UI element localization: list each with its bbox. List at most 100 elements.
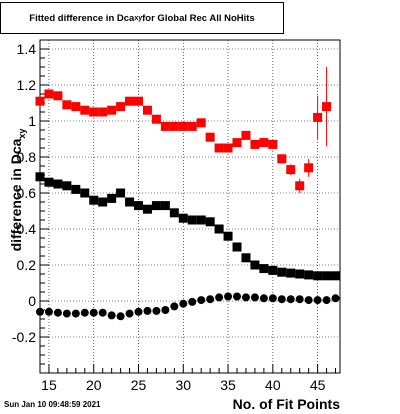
data-point-square [268, 265, 278, 275]
data-point-circle [134, 307, 143, 316]
data-point-circle [152, 306, 161, 315]
data-point-square [232, 242, 242, 252]
x-tick-label: 40 [265, 377, 281, 393]
data-point-square [304, 270, 314, 280]
data-point-square [187, 121, 197, 131]
data-point-circle [161, 306, 170, 314]
data-point-square [187, 215, 197, 225]
data-point-square [125, 197, 135, 207]
x-tick-label: 20 [86, 377, 102, 393]
data-point-circle [322, 296, 331, 305]
data-point-square [295, 269, 305, 279]
data-point-circle [62, 309, 71, 318]
data-point-circle [250, 293, 259, 302]
data-point-square [160, 121, 170, 131]
data-point-square [322, 271, 332, 281]
data-point-circle [125, 309, 134, 318]
data-point-circle [295, 295, 304, 304]
data-point-square [196, 215, 206, 225]
y-tick-label: 1.4 [17, 41, 37, 57]
chart-title-prefix: Fitted difference in Dca [29, 12, 135, 24]
data-point-circle [107, 311, 116, 320]
x-tick-label: 45 [310, 377, 326, 393]
x-tick-label: 15 [41, 377, 57, 393]
data-point-circle [286, 295, 295, 304]
data-point-square [268, 139, 278, 149]
data-point-circle [331, 294, 340, 303]
data-point-square [331, 271, 341, 281]
data-point-circle [215, 293, 224, 302]
timestamp: Sun Jan 10 09:48:59 2021 [4, 400, 101, 409]
data-point-circle [241, 293, 250, 302]
data-point-square [107, 105, 117, 115]
data-point-square [44, 177, 54, 187]
data-point-square [304, 163, 314, 173]
y-tick-label: 0.8 [17, 149, 37, 165]
data-point-circle [259, 294, 268, 303]
data-point-square [178, 213, 188, 223]
data-point-square [116, 188, 126, 198]
data-point-circle [71, 309, 80, 318]
data-point-square [214, 143, 224, 153]
data-point-square [62, 100, 72, 110]
plot-frame [39, 39, 341, 374]
data-point-circle [143, 306, 152, 315]
data-point-square [286, 268, 296, 278]
data-point-square [142, 105, 152, 115]
data-point-square [142, 204, 152, 214]
data-point-square [71, 102, 81, 112]
y-tick-label: -0.2 [12, 329, 36, 345]
y-tick-label: 0 [28, 293, 36, 309]
data-point-square [241, 253, 251, 263]
data-point-square [232, 138, 242, 148]
data-point-square [250, 260, 260, 270]
data-point-circle [98, 308, 107, 317]
data-point-square [169, 208, 179, 218]
data-point-square [134, 201, 144, 211]
data-point-square [89, 107, 99, 117]
data-point-square [295, 181, 305, 191]
data-point-square [89, 195, 99, 205]
data-point-square [53, 179, 63, 189]
data-point-square [80, 188, 90, 198]
x-axis-label: No. of Fit Points [232, 396, 340, 412]
y-axis-label: difference in Dcaxy [8, 128, 27, 252]
y-tick-label: 0.2 [17, 257, 37, 273]
data-point-square [178, 121, 188, 131]
data-point-square [259, 264, 269, 274]
data-point-circle [53, 308, 62, 317]
x-tick-label: 30 [175, 377, 191, 393]
data-point-square [214, 224, 224, 234]
data-point-square [205, 132, 215, 142]
y-tick-label: 0.6 [17, 185, 37, 201]
data-point-square [223, 231, 233, 241]
chart-title-suffix: for Global Rec All NoHits [142, 12, 255, 24]
data-point-square [151, 201, 161, 211]
data-point-circle [179, 299, 188, 308]
data-point-circle [116, 312, 125, 321]
data-point-square [134, 96, 144, 106]
data-point-square [62, 181, 72, 191]
y-tick-label: 0.4 [17, 221, 37, 237]
data-point-circle [80, 308, 89, 317]
data-point-circle [277, 295, 286, 304]
data-point-square [286, 165, 296, 175]
data-point-circle [268, 294, 277, 303]
data-point-square [44, 89, 54, 99]
data-point-square [313, 271, 323, 281]
data-point-circle [170, 302, 179, 311]
data-point-circle [197, 296, 206, 305]
data-point-circle [224, 292, 233, 301]
data-point-square [250, 139, 260, 149]
data-point-circle [89, 308, 98, 317]
data-point-square [107, 193, 117, 203]
y-tick-label: 1.2 [17, 77, 37, 93]
data-point-square [53, 91, 63, 101]
data-point-circle [36, 307, 44, 316]
data-point-square [169, 121, 179, 131]
chart-title-sub: xy [134, 14, 143, 22]
data-point-square [277, 154, 287, 164]
data-point-square [205, 217, 215, 227]
data-point-circle [206, 295, 215, 304]
